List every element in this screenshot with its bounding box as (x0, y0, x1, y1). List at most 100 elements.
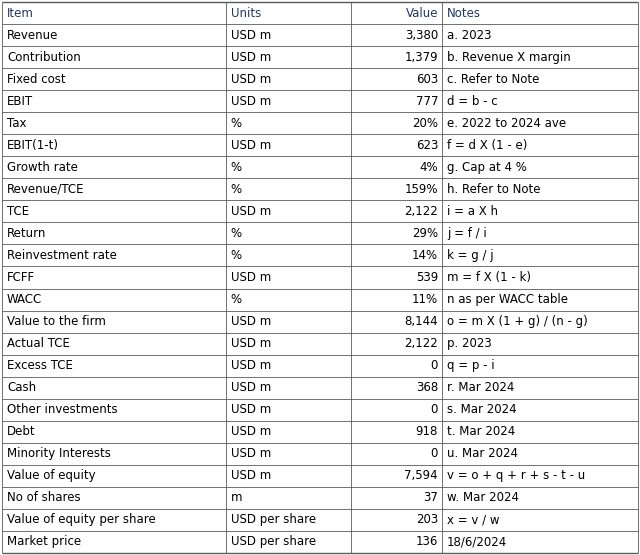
Text: EBIT: EBIT (7, 95, 33, 108)
Text: Growth rate: Growth rate (7, 161, 78, 174)
Text: USD m: USD m (231, 139, 271, 152)
Text: WACC: WACC (7, 293, 42, 306)
Text: USD per share: USD per share (231, 513, 316, 527)
Text: h. Refer to Note: h. Refer to Note (447, 183, 541, 196)
Text: m: m (231, 491, 243, 504)
Text: Tax: Tax (7, 117, 26, 130)
Text: USD m: USD m (231, 381, 271, 394)
Text: USD m: USD m (231, 271, 271, 284)
Text: EBIT(1-t): EBIT(1-t) (7, 139, 59, 152)
Text: Value to the firm: Value to the firm (7, 315, 106, 328)
Text: 1,379: 1,379 (404, 51, 438, 64)
Text: o = m X (1 + g) / (n - g): o = m X (1 + g) / (n - g) (447, 315, 588, 328)
Text: 3,380: 3,380 (405, 28, 438, 42)
Text: USD m: USD m (231, 51, 271, 64)
Text: 0: 0 (431, 359, 438, 372)
Text: Notes: Notes (447, 7, 481, 19)
Text: TCE: TCE (7, 205, 29, 218)
Text: %: % (231, 249, 242, 262)
Text: USD m: USD m (231, 359, 271, 372)
Text: b. Revenue X margin: b. Revenue X margin (447, 51, 571, 64)
Text: s. Mar 2024: s. Mar 2024 (447, 403, 516, 416)
Text: f = d X (1 - e): f = d X (1 - e) (447, 139, 527, 152)
Text: m = f X (1 - k): m = f X (1 - k) (447, 271, 531, 284)
Text: USD per share: USD per share (231, 536, 316, 548)
Text: %: % (231, 183, 242, 196)
Text: 539: 539 (416, 271, 438, 284)
Text: Excess TCE: Excess TCE (7, 359, 73, 372)
Text: r. Mar 2024: r. Mar 2024 (447, 381, 515, 394)
Text: USD m: USD m (231, 425, 271, 438)
Text: c. Refer to Note: c. Refer to Note (447, 73, 540, 85)
Text: 2,122: 2,122 (404, 205, 438, 218)
Text: w. Mar 2024: w. Mar 2024 (447, 491, 519, 504)
Text: %: % (231, 227, 242, 240)
Text: 918: 918 (416, 425, 438, 438)
Text: Value of equity: Value of equity (7, 470, 95, 482)
Text: Revenue/TCE: Revenue/TCE (7, 183, 84, 196)
Text: 2,122: 2,122 (404, 337, 438, 350)
Text: u. Mar 2024: u. Mar 2024 (447, 447, 518, 460)
Text: Units: Units (231, 7, 261, 19)
Text: g. Cap at 4 %: g. Cap at 4 % (447, 161, 527, 174)
Text: 18/6/2024: 18/6/2024 (447, 536, 508, 548)
Text: 623: 623 (416, 139, 438, 152)
Text: Cash: Cash (7, 381, 36, 394)
Text: d = b - c: d = b - c (447, 95, 498, 108)
Text: Actual TCE: Actual TCE (7, 337, 70, 350)
Text: x = v / w: x = v / w (447, 513, 500, 527)
Text: USD m: USD m (231, 205, 271, 218)
Text: USD m: USD m (231, 337, 271, 350)
Text: %: % (231, 293, 242, 306)
Text: USD m: USD m (231, 447, 271, 460)
Text: 136: 136 (416, 536, 438, 548)
Text: q = p - i: q = p - i (447, 359, 495, 372)
Text: n as per WACC table: n as per WACC table (447, 293, 568, 306)
Text: Market price: Market price (7, 536, 81, 548)
Text: Value of equity per share: Value of equity per share (7, 513, 156, 527)
Text: 14%: 14% (412, 249, 438, 262)
Text: 8,144: 8,144 (404, 315, 438, 328)
Text: j = f / i: j = f / i (447, 227, 487, 240)
Text: 0: 0 (431, 403, 438, 416)
Text: No of shares: No of shares (7, 491, 81, 504)
Text: 29%: 29% (412, 227, 438, 240)
Text: 37: 37 (423, 491, 438, 504)
Text: USD m: USD m (231, 95, 271, 108)
Text: t. Mar 2024: t. Mar 2024 (447, 425, 515, 438)
Text: v = o + q + r + s - t - u: v = o + q + r + s - t - u (447, 470, 586, 482)
Text: i = a X h: i = a X h (447, 205, 498, 218)
Text: %: % (231, 117, 242, 130)
Text: Reinvestment rate: Reinvestment rate (7, 249, 117, 262)
Text: a. 2023: a. 2023 (447, 28, 492, 42)
Text: Revenue: Revenue (7, 28, 58, 42)
Text: USD m: USD m (231, 28, 271, 42)
Text: Minority Interests: Minority Interests (7, 447, 111, 460)
Text: %: % (231, 161, 242, 174)
Text: Fixed cost: Fixed cost (7, 73, 66, 85)
Text: 203: 203 (416, 513, 438, 527)
Text: 777: 777 (415, 95, 438, 108)
Text: Item: Item (7, 7, 34, 19)
Text: Contribution: Contribution (7, 51, 81, 64)
Text: 159%: 159% (404, 183, 438, 196)
Text: USD m: USD m (231, 73, 271, 85)
Text: p. 2023: p. 2023 (447, 337, 492, 350)
Text: 11%: 11% (412, 293, 438, 306)
Text: 0: 0 (431, 447, 438, 460)
Text: USD m: USD m (231, 315, 271, 328)
Text: 20%: 20% (412, 117, 438, 130)
Text: USD m: USD m (231, 403, 271, 416)
Text: Value: Value (406, 7, 438, 19)
Text: e. 2022 to 2024 ave: e. 2022 to 2024 ave (447, 117, 566, 130)
Text: 368: 368 (416, 381, 438, 394)
Text: Other investments: Other investments (7, 403, 118, 416)
Text: 4%: 4% (419, 161, 438, 174)
Text: 603: 603 (416, 73, 438, 85)
Text: USD m: USD m (231, 470, 271, 482)
Text: 7,594: 7,594 (404, 470, 438, 482)
Text: FCFF: FCFF (7, 271, 35, 284)
Text: Debt: Debt (7, 425, 36, 438)
Text: Return: Return (7, 227, 46, 240)
Text: k = g / j: k = g / j (447, 249, 493, 262)
